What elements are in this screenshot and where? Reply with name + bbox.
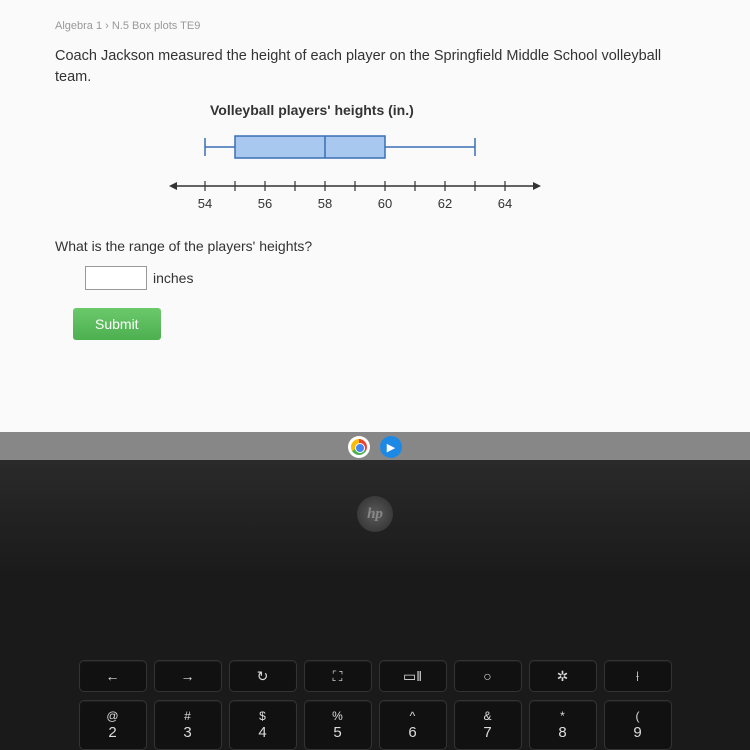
breadcrumb: Algebra 1 › N.5 Box plots TE9 xyxy=(55,20,695,32)
num-key: *8 xyxy=(529,700,597,750)
num-key: #3 xyxy=(154,700,222,750)
hp-logo: hp xyxy=(357,496,393,532)
fn-key: → xyxy=(154,660,222,692)
keyboard: ←→↻⛶▭‖○✲⟊ @2#3$4%5^6&7*8(9 xyxy=(0,646,750,750)
fn-key: ↻ xyxy=(229,660,297,692)
num-key: &7 xyxy=(454,700,522,750)
laptop-body: hp ←→↻⛶▭‖○✲⟊ @2#3$4%5^6&7*8(9 xyxy=(0,460,750,750)
num-key: %5 xyxy=(304,700,372,750)
num-key: (9 xyxy=(604,700,672,750)
svg-text:64: 64 xyxy=(498,196,512,211)
svg-text:56: 56 xyxy=(258,196,272,211)
problem-text: Coach Jackson measured the height of eac… xyxy=(55,46,695,88)
fn-key: ⟊ xyxy=(604,660,672,692)
chart-title: Volleyball players' heights (in.) xyxy=(210,102,695,118)
boxplot-chart: Volleyball players' heights (in.) 54 56 58… xyxy=(165,102,695,228)
taskbar: ▶ xyxy=(0,432,750,462)
app-screen: Algebra 1 › N.5 Box plots TE9 Coach Jack… xyxy=(0,0,750,460)
unit-label: inches xyxy=(153,270,193,286)
boxplot-svg: 54 56 58 60 62 64 xyxy=(165,128,545,228)
fn-key: ▭‖ xyxy=(379,660,447,692)
svg-text:58: 58 xyxy=(318,196,332,211)
answer-row: inches xyxy=(85,266,695,290)
num-key: @2 xyxy=(79,700,147,750)
fn-key: ⛶ xyxy=(304,660,372,692)
fn-key: ○ xyxy=(454,660,522,692)
svg-text:60: 60 xyxy=(378,196,392,211)
answer-input[interactable] xyxy=(85,266,147,290)
fn-key: ✲ xyxy=(529,660,597,692)
fn-key: ← xyxy=(79,660,147,692)
app-icon[interactable]: ▶ xyxy=(380,436,402,458)
num-key: ^6 xyxy=(379,700,447,750)
svg-text:54: 54 xyxy=(198,196,212,211)
submit-button[interactable]: Submit xyxy=(73,308,161,340)
num-key: $4 xyxy=(229,700,297,750)
svg-text:62: 62 xyxy=(438,196,452,211)
question-text: What is the range of the players' height… xyxy=(55,238,695,254)
chrome-icon[interactable] xyxy=(348,436,370,458)
